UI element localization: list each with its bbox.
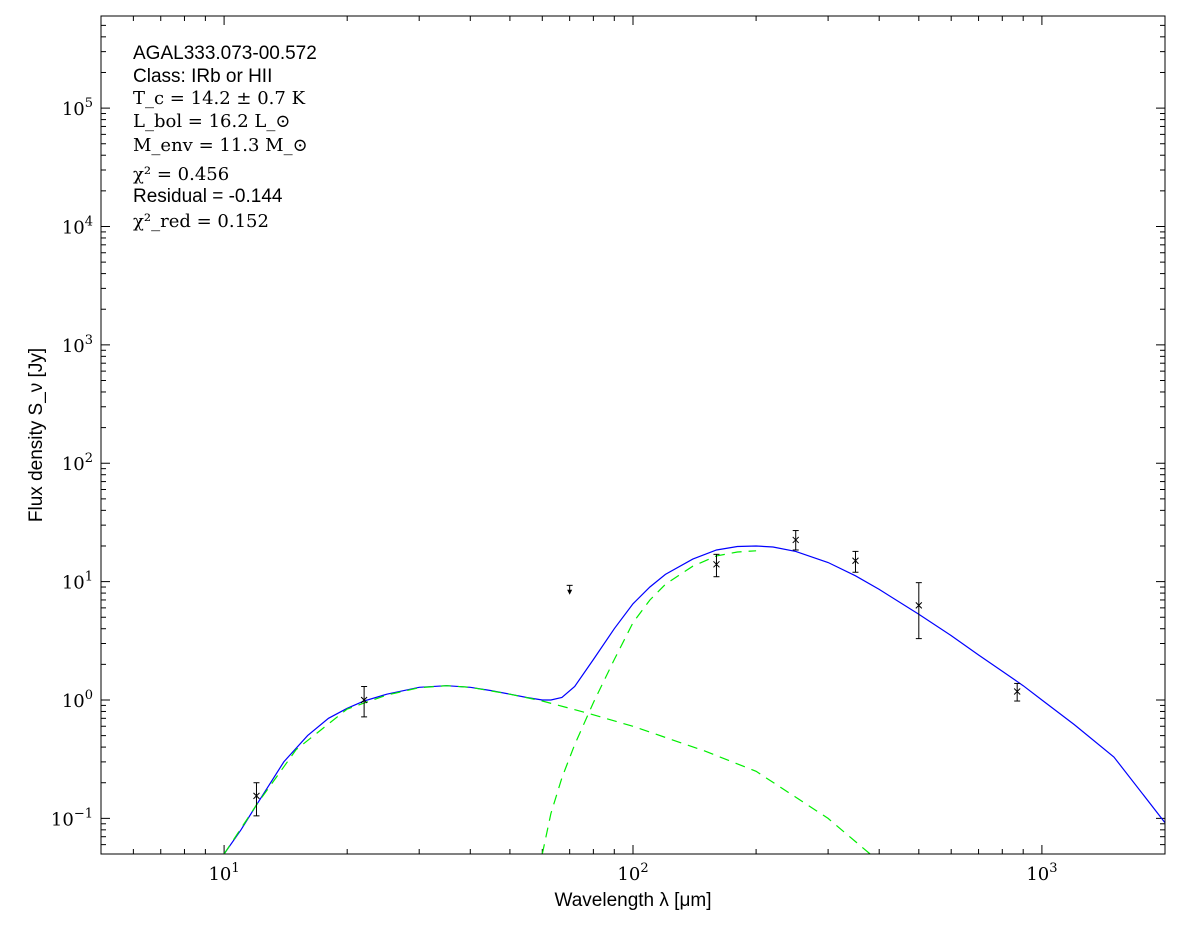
luminosity-label: L_bol = 16.2 L_⊙ [133, 111, 290, 132]
plot-frame [100, 15, 1166, 855]
y-axis-label: Flux density S_ν [Jy] [26, 348, 47, 522]
y-tick-labels: 10−1 100 101 102 103 104 105 [51, 96, 93, 830]
envelope-mass-label: M_env = 11.3 M_⊙ [133, 135, 308, 156]
data-points [253, 530, 1021, 817]
x-tick-label: 102 [617, 861, 648, 885]
y-tick-label: 102 [62, 451, 93, 475]
y-tick-label: 101 [62, 570, 93, 594]
point-marker [713, 560, 720, 568]
point-marker [852, 557, 859, 565]
upper-limit-point [566, 584, 573, 595]
point-marker [253, 792, 260, 800]
point-marker [1013, 688, 1021, 695]
data-point [792, 530, 800, 551]
y-tick-label: 103 [62, 333, 93, 357]
point-marker [360, 696, 368, 704]
annotation-block: AGAL333.073-00.572 Class: IRb or HII T_c… [133, 43, 317, 232]
data-point [1013, 682, 1021, 702]
chi-squared-label: χ² = 0.456 [133, 164, 229, 185]
data-point [713, 553, 720, 578]
data-point [360, 686, 368, 718]
point-marker [915, 602, 923, 609]
y-tick-label: 104 [62, 214, 93, 238]
data-point [253, 782, 260, 817]
y-tick-label: 100 [62, 688, 93, 712]
y-tick-label: 105 [62, 96, 93, 120]
point-marker [792, 536, 800, 544]
reduced-chi-squared-label: χ²_red = 0.152 [133, 211, 269, 232]
x-tick-label: 101 [208, 861, 239, 885]
class-label: Class: IRb or HII [133, 66, 272, 87]
x-axis-label: Wavelength λ [μm] [554, 890, 711, 911]
data-point [915, 582, 923, 640]
x-tick-label: 103 [1026, 861, 1057, 885]
upper-limit-arrow [567, 589, 573, 595]
temperature-label: T_c = 14.2 ± 0.7 K [133, 88, 306, 109]
data-point [852, 550, 859, 573]
component-curve-dashed [223, 685, 871, 854]
axis-ticks [100, 15, 1166, 855]
y-tick-label: 10−1 [51, 806, 93, 830]
residual-label: Residual = -0.144 [133, 186, 283, 207]
x-tick-labels: 101 102 103 [208, 861, 1057, 885]
source-name: AGAL333.073-00.572 [133, 43, 317, 64]
